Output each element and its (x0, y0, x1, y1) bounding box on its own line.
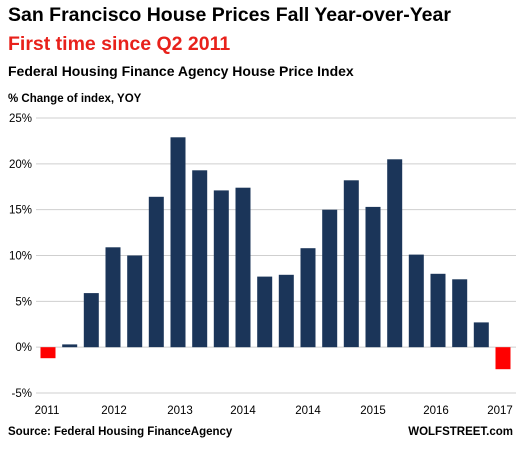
bar-8 (213, 190, 229, 348)
x-tick-labels: 2011 2012 2013 2014 2014 2015 2016 2017 (35, 405, 513, 417)
source-note: Source: Federal Housing FinanceAgency (8, 426, 233, 438)
y-tick-label-6: -5% (12, 388, 32, 400)
brand-logo-text: WOLFSTREET.com (408, 426, 513, 438)
bar-12 (300, 248, 316, 348)
x-tick-label-2: 2013 (167, 405, 193, 417)
x-tick-label-1: 2012 (101, 405, 127, 417)
bar-11 (278, 274, 294, 348)
x-tick-label-4: 2014 (295, 405, 321, 417)
x-tick-label-6: 2016 (423, 405, 449, 417)
y-tick-label-5: 0% (15, 342, 32, 354)
y-tick-label-4: 5% (15, 296, 32, 308)
bar-15 (365, 206, 381, 348)
bar-5 (148, 196, 164, 348)
bar-19 (452, 279, 468, 348)
y-tick-labels: 25% 20% 15% 10% 5% 0% -5% (9, 113, 32, 400)
bar-18 (430, 273, 446, 348)
x-tick-label-0: 2011 (35, 405, 60, 417)
bar-0 (40, 347, 56, 359)
bar-14 (343, 180, 359, 348)
bar-2 (83, 293, 99, 348)
bar-9 (235, 187, 251, 348)
bar-7 (192, 170, 208, 348)
y-tick-label-1: 20% (9, 159, 32, 171)
bar-21 (495, 347, 511, 370)
chart-subtitle: First time since Q2 2011 (8, 33, 231, 55)
x-tick-label-3: 2014 (230, 405, 256, 417)
x-tick-label-7: 2017 (487, 405, 513, 417)
y-axis-label: % Change of index, YOY (8, 93, 142, 105)
bar-20 (473, 322, 489, 348)
bar-4 (127, 255, 143, 348)
chart-subtitle-index: Federal Housing Finance Agency House Pri… (8, 63, 354, 79)
x-tick-label-5: 2015 (360, 405, 386, 417)
bar-3 (105, 247, 121, 348)
bar-16 (387, 159, 403, 348)
y-tick-label-3: 10% (9, 251, 32, 263)
y-tick-label-0: 25% (9, 113, 32, 125)
chart-title: San Francisco House Prices Fall Year-ove… (8, 4, 451, 26)
bar-13 (322, 209, 338, 348)
bars (40, 137, 511, 370)
bar-1 (62, 344, 78, 348)
y-tick-label-2: 15% (9, 205, 32, 217)
bar-17 (408, 254, 424, 348)
bar-10 (257, 276, 273, 348)
bar-6 (170, 137, 186, 348)
